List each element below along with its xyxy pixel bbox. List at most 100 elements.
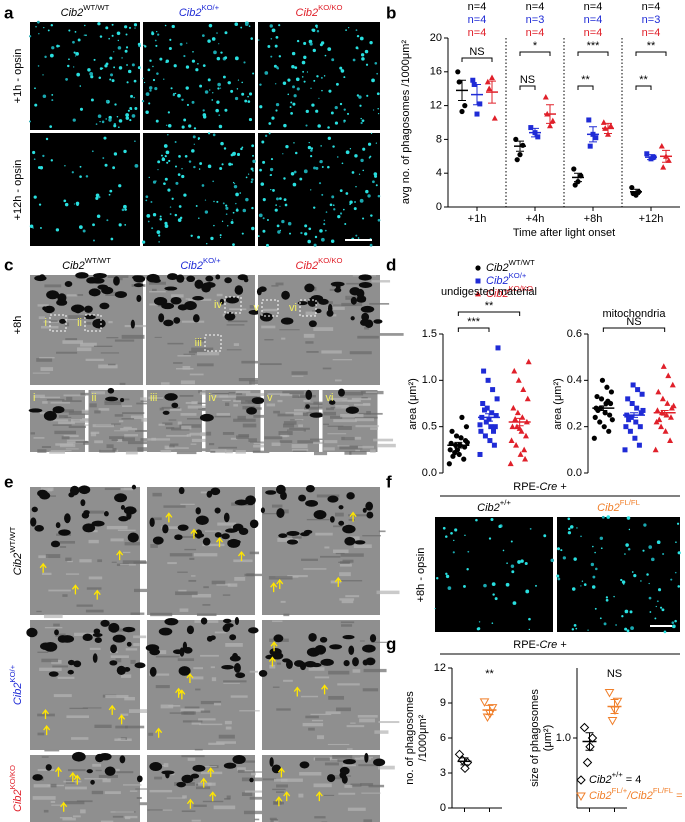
em-texture	[169, 443, 179, 446]
point	[659, 395, 666, 402]
signal-dot	[169, 38, 172, 41]
em-texture	[30, 432, 35, 435]
signal-dot	[207, 164, 212, 169]
signal-dot	[445, 574, 450, 579]
em-texture	[200, 710, 211, 713]
signal-dot	[376, 92, 380, 96]
signal-dot	[370, 214, 373, 217]
signal-dot	[603, 622, 607, 626]
em-texture	[320, 555, 341, 558]
melanosome	[162, 410, 170, 415]
signal-dot	[37, 166, 41, 169]
em-texture	[181, 810, 196, 813]
signal-dot	[51, 93, 54, 96]
signal-dot	[672, 624, 676, 629]
em-texture	[98, 364, 118, 369]
em-texture	[202, 604, 211, 606]
signal-dot	[201, 184, 205, 187]
error-bar	[585, 732, 594, 751]
em-texture	[148, 673, 170, 676]
melanosome	[80, 499, 86, 507]
x-tick-label: +12h	[639, 213, 664, 225]
signal-dot	[260, 182, 265, 186]
signal-dot	[375, 142, 377, 144]
signal-dot	[663, 630, 667, 634]
point	[660, 164, 667, 170]
signal-dot	[87, 68, 91, 72]
signal-dot	[476, 627, 480, 631]
signal-dot	[304, 224, 308, 228]
em-texture	[165, 427, 175, 430]
point	[625, 396, 631, 402]
em-texture	[114, 339, 135, 342]
em-texture	[58, 421, 75, 425]
em-texture	[374, 730, 389, 734]
em-texture	[94, 410, 101, 414]
melanosome	[293, 660, 305, 667]
signal-dot	[323, 223, 326, 226]
em-texture	[283, 679, 293, 682]
arrow	[108, 704, 116, 715]
signal-dot	[517, 560, 521, 564]
em-texture	[50, 401, 71, 404]
signal-dot	[82, 229, 86, 233]
em-texture	[44, 627, 63, 629]
melanosome	[310, 662, 322, 668]
em-texture	[240, 400, 263, 404]
em-texture	[369, 302, 390, 305]
em-texture	[237, 769, 245, 773]
melanosome	[183, 301, 197, 311]
signal-dot	[599, 617, 602, 620]
signal-dot	[47, 29, 50, 32]
signal-dot	[259, 105, 263, 109]
signal-dot	[142, 77, 144, 80]
signal-dot	[117, 46, 122, 50]
signal-dot	[165, 150, 170, 155]
signal-dot	[262, 217, 265, 220]
arrow	[207, 767, 215, 778]
signal-dot	[259, 83, 262, 86]
em-texture	[291, 371, 308, 375]
signal-dot	[101, 120, 105, 124]
em-texture	[137, 447, 148, 452]
signal-dot	[95, 193, 100, 198]
signal-dot	[104, 163, 108, 167]
text-run: Cib2	[12, 683, 24, 706]
signal-dot	[134, 163, 139, 168]
arrow	[237, 550, 246, 562]
em-image	[262, 487, 380, 615]
melanosome	[90, 779, 95, 785]
point	[592, 414, 598, 420]
em-texture	[67, 560, 73, 563]
signal-dot	[340, 69, 345, 73]
em-texture	[218, 446, 238, 449]
melanosome	[248, 309, 261, 315]
signal-dot	[131, 114, 136, 118]
signal-dot	[251, 227, 254, 230]
melanosome	[54, 629, 59, 636]
error-bar	[546, 104, 554, 124]
point	[509, 423, 516, 430]
signal-dot	[241, 92, 245, 96]
em-texture	[218, 734, 235, 739]
signal-dot	[169, 213, 172, 216]
em-texture	[155, 685, 170, 689]
signal-dot	[165, 59, 170, 63]
signal-dot	[207, 132, 211, 135]
signal-dot	[216, 100, 220, 104]
signal-dot	[360, 121, 363, 125]
signal-dot	[154, 87, 158, 91]
signal-dot	[111, 34, 114, 37]
em-texture	[280, 778, 303, 782]
melanosome	[92, 633, 103, 638]
inset-marker: iii	[195, 337, 202, 349]
signal-dot	[331, 58, 335, 62]
point	[477, 422, 483, 428]
point	[669, 381, 676, 388]
signal-dot	[250, 180, 253, 184]
em-texture	[287, 575, 308, 578]
melanosome	[305, 484, 315, 493]
panel-label: g	[386, 634, 396, 653]
em-texture	[225, 642, 243, 647]
signal-dot	[106, 219, 109, 222]
